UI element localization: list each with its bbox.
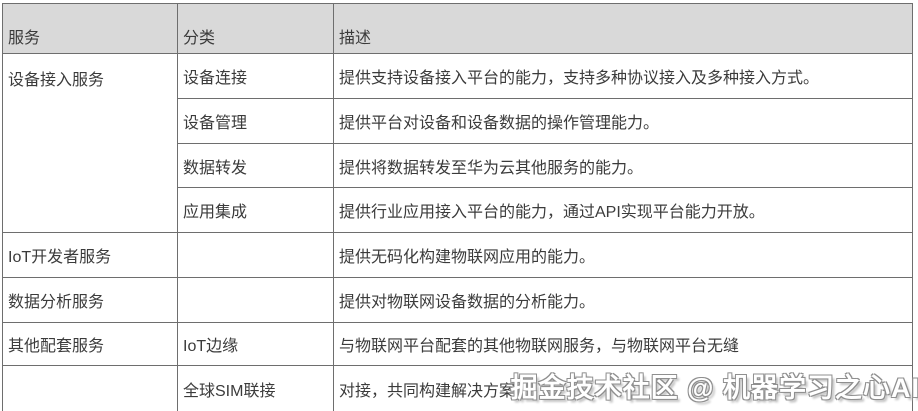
table-row: 数据转发 提供将数据转发至华为云其他服务的能力。: [3, 143, 913, 188]
services-table: 服务 分类 描述 设备接入服务 设备连接 提供支持设备接入平台的能力，支持多种协…: [2, 3, 913, 411]
table-row: 应用集成 提供行业应用接入平台的能力，通过API实现平台能力开放。: [3, 187, 913, 233]
cell-description: 提供支持设备接入平台的能力，支持多种协议接入及多种接入方式。: [333, 53, 913, 99]
cell-service: IoT开发者服务: [2, 232, 178, 278]
header-category: 分类: [177, 3, 334, 54]
table-row: 其他配套服务 IoT边缘 与物联网平台配套的其他物联网服务，与物联网平台无缝: [2, 322, 913, 366]
table-row: 设备接入服务 设备连接 提供支持设备接入平台的能力，支持多种协议接入及多种接入方…: [2, 53, 913, 233]
table-row: IoT开发者服务 提供无码化构建物联网应用的能力。: [2, 232, 913, 278]
cell-category: 数据转发: [177, 143, 334, 188]
header-description: 描述: [333, 3, 913, 54]
header-service: 服务: [2, 3, 178, 54]
cell-category: IoT边缘: [177, 322, 334, 366]
cell-category: 全球SIM联接: [177, 365, 334, 411]
cell-description: 提供无码化构建物联网应用的能力。: [333, 232, 913, 278]
cell-category: 设备连接: [177, 53, 334, 99]
cell-description: 提供平台对设备和设备数据的操作管理能力。: [333, 98, 913, 144]
table-row: 设备管理 提供平台对设备和设备数据的操作管理能力。: [3, 98, 913, 144]
cell-description: 与物联网平台配套的其他物联网服务，与物联网平台无缝: [333, 322, 913, 366]
cell-description: 提供行业应用接入平台的能力，通过API实现平台能力开放。: [333, 187, 913, 233]
cell-category: 设备管理: [177, 98, 334, 144]
cell-category: [177, 277, 334, 323]
table-header: 服务 分类 描述: [2, 3, 913, 54]
cell-service: 设备接入服务: [2, 53, 178, 233]
cell-category: 应用集成: [177, 187, 334, 233]
header-row: 服务 分类 描述: [2, 3, 913, 54]
cell-description: 对接，共同构建解决方案。: [333, 365, 913, 411]
cell-description: 提供将数据转发至华为云其他服务的能力。: [333, 143, 913, 188]
watermark: 掘金技术社区 @ 机器学习之心AI: [510, 373, 918, 403]
cell-category: [177, 232, 334, 278]
cell-service: [2, 365, 178, 411]
table-row: 数据分析服务 提供对物联网设备数据的分析能力。: [2, 277, 913, 323]
cell-service: 数据分析服务: [2, 277, 178, 323]
cell-description: 提供对物联网设备数据的分析能力。: [333, 277, 913, 323]
table-row: 全球SIM联接 对接，共同构建解决方案。: [2, 365, 913, 411]
cell-service: 其他配套服务: [2, 322, 178, 366]
